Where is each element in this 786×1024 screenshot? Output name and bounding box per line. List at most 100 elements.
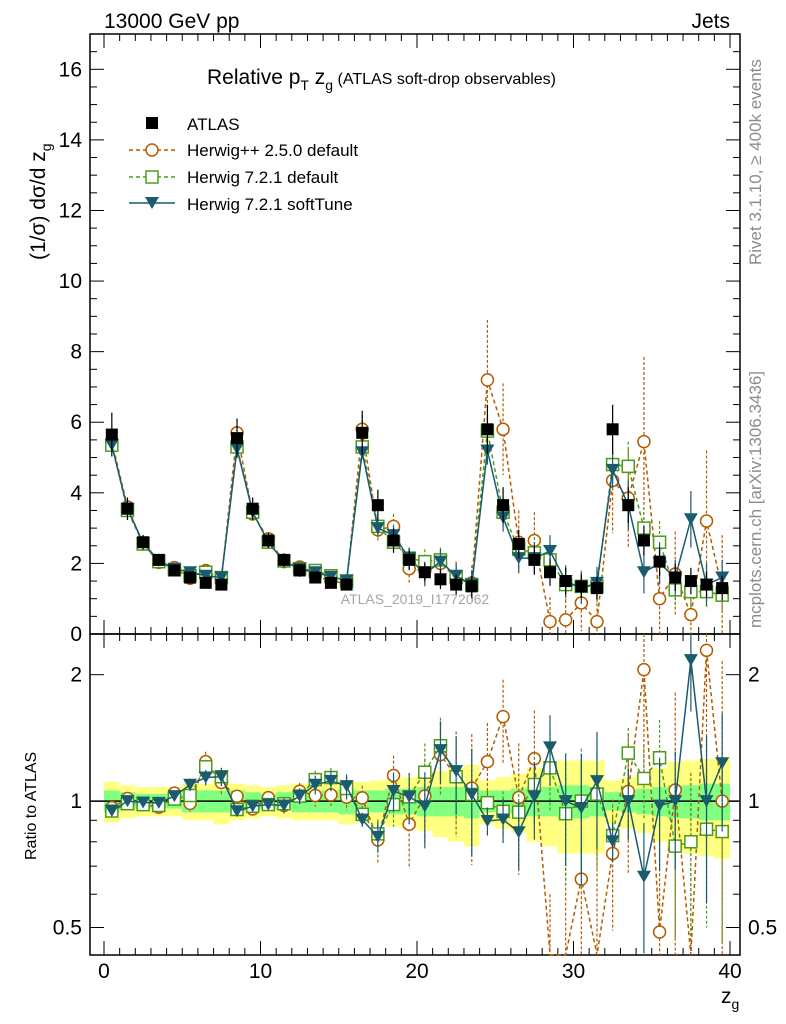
- ratio-marker-softtune: [402, 790, 417, 803]
- marker-herwigpp: [480, 373, 495, 387]
- ratio-marker-herwigpp: [637, 662, 651, 677]
- marker-atlas: [684, 575, 697, 588]
- marker-herwigpp: [684, 607, 698, 622]
- marker-softtune: [433, 555, 448, 568]
- x-tick-label: 40: [718, 960, 741, 983]
- marker-atlas: [340, 578, 353, 591]
- ratio-tick-label-left: 0.5: [53, 916, 82, 939]
- marker-atlas: [481, 423, 494, 436]
- ratio-marker-softtune: [214, 770, 229, 783]
- ratio-marker-softtune: [683, 654, 698, 667]
- ratio-panel-frame: [89, 633, 741, 956]
- marker-atlas: [356, 426, 369, 439]
- ratio-marker-herwig721: [637, 771, 651, 786]
- marker-atlas: [700, 578, 713, 591]
- header-right: Jets: [691, 10, 730, 33]
- series-softtune: [104, 436, 730, 954]
- marker-atlas: [716, 582, 729, 595]
- legend-label-herwigpp: Herwig++ 2.5.0 default: [187, 141, 358, 160]
- ratio-marker-softtune: [276, 799, 291, 812]
- ratio-marker-softtune: [433, 744, 448, 757]
- marker-atlas: [199, 576, 212, 589]
- ratio-tick-label-right: 0.5: [748, 916, 777, 939]
- x-tick-label: 30: [562, 960, 585, 983]
- legend-marker-atlas: [146, 117, 158, 129]
- ratio-marker-softtune: [370, 830, 385, 843]
- marker-softtune: [370, 522, 385, 535]
- ratio-marker-softtune: [230, 805, 245, 818]
- series-line-herwigpp: [111, 379, 723, 624]
- data-series: [104, 319, 730, 956]
- ratio-marker-softtune: [245, 800, 260, 813]
- marker-softtune: [214, 571, 229, 584]
- y-tick-label: 0: [70, 623, 82, 646]
- marker-atlas: [653, 555, 666, 568]
- legend-label-atlas: ATLAS: [187, 115, 240, 134]
- ratio-marker-softtune: [511, 826, 526, 839]
- ratio-tick-label-left: 2: [70, 664, 82, 687]
- ratio-marker-softtune: [151, 796, 166, 809]
- ratio-marker-softtune: [449, 765, 464, 778]
- ratio-marker-softtune: [417, 800, 432, 813]
- ratio-marker-softtune: [636, 870, 651, 883]
- marker-softtune: [543, 545, 558, 558]
- marker-herwigpp: [543, 614, 557, 629]
- ratio-marker-softtune: [464, 788, 479, 801]
- marker-atlas: [277, 553, 290, 566]
- marker-atlas: [637, 534, 650, 547]
- ratio-line-herwig721: [111, 744, 723, 848]
- ratio-axis-title: Ratio to ATLAS: [23, 752, 40, 860]
- marker-atlas: [152, 553, 165, 566]
- ratio-marker-herwigpp: [496, 709, 510, 724]
- marker-herwigpp: [558, 613, 573, 627]
- legend-entry-herwig721: Herwig 7.2.1 default: [129, 168, 338, 187]
- y-tick-label: 6: [70, 411, 82, 434]
- ratio-marker-softtune: [292, 790, 307, 803]
- ratio-marker-softtune: [136, 796, 151, 809]
- ratio-marker-softtune: [496, 813, 511, 826]
- x-axis-title-main: z: [721, 985, 732, 1008]
- marker-softtune: [605, 463, 620, 476]
- ratio-marker-softtune: [339, 780, 354, 793]
- marker-atlas: [309, 571, 322, 584]
- ratio-marker-herwig721: [480, 795, 495, 810]
- marker-atlas: [246, 502, 259, 515]
- ratio-marker-softtune: [589, 775, 604, 788]
- mcplots-label: mcplots.cern.ch [arXiv:1306.3436]: [746, 371, 765, 628]
- ratio-marker-softtune: [699, 795, 714, 808]
- marker-softtune: [636, 566, 651, 579]
- marker-atlas: [465, 580, 478, 593]
- ratio-marker-softtune: [527, 790, 542, 803]
- legend-marker-herwig721: [145, 170, 159, 184]
- ratio-marker-softtune: [120, 795, 135, 808]
- y-tick-label: 16: [59, 58, 82, 81]
- ratio-tick-label-right: 1: [748, 790, 760, 813]
- ratio-marker-herwigpp: [355, 791, 369, 805]
- marker-softtune: [683, 513, 698, 526]
- y-axis-title-sub: g: [38, 143, 54, 151]
- marker-atlas: [215, 578, 228, 591]
- ratio-tick-label-left: 1: [70, 790, 82, 813]
- marker-atlas: [121, 502, 134, 515]
- marker-atlas: [512, 538, 525, 550]
- marker-atlas: [371, 499, 384, 512]
- ratio-marker-softtune: [668, 795, 683, 808]
- x-tick-label: 10: [249, 960, 272, 983]
- ratio-tick-label-right: 2: [748, 664, 760, 687]
- marker-atlas: [184, 571, 197, 584]
- legend-entry-softtune: Herwig 7.2.1 softTune: [129, 195, 353, 214]
- ratio-marker-softtune: [355, 813, 370, 826]
- legend-label-softtune: Herwig 7.2.1 softTune: [187, 195, 353, 214]
- title-z-sub: g: [325, 77, 333, 93]
- y-axis-title: (1/σ) dσ/d zg: [27, 143, 54, 260]
- marker-atlas: [168, 564, 181, 577]
- legend: ATLAS Herwig++ 2.5.0 default Herwig 7.2.…: [129, 115, 358, 214]
- legend-label-herwig721: Herwig 7.2.1 default: [187, 168, 338, 187]
- series-line-herwig721: [111, 430, 723, 596]
- x-axis-title: zg: [721, 985, 739, 1012]
- ratio-marker-softtune: [621, 795, 636, 808]
- legend-entry-herwigpp: Herwig++ 2.5.0 default: [129, 141, 358, 160]
- marker-atlas: [497, 499, 510, 512]
